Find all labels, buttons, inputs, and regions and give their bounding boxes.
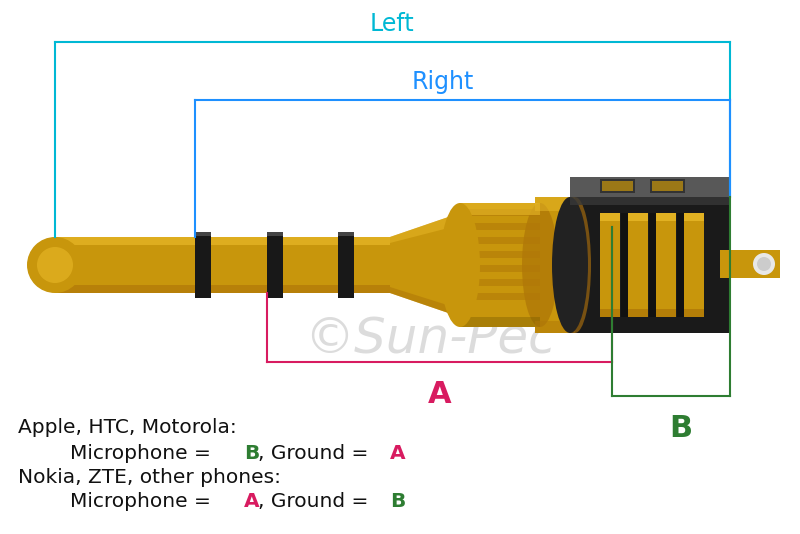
- Bar: [338, 232, 354, 298]
- Bar: [460, 237, 540, 244]
- Bar: [267, 232, 283, 236]
- Bar: [656, 309, 676, 317]
- Bar: [628, 309, 648, 317]
- Bar: [570, 177, 730, 197]
- Bar: [535, 197, 575, 211]
- Bar: [684, 213, 704, 221]
- Ellipse shape: [27, 237, 83, 293]
- Bar: [621, 213, 628, 317]
- Bar: [460, 265, 540, 272]
- Bar: [460, 223, 540, 230]
- Ellipse shape: [552, 197, 588, 333]
- Bar: [267, 232, 283, 298]
- Polygon shape: [390, 213, 460, 243]
- Text: B: B: [670, 414, 693, 443]
- Polygon shape: [390, 213, 460, 317]
- Text: Microphone =: Microphone =: [70, 444, 218, 463]
- Bar: [720, 250, 780, 278]
- Polygon shape: [390, 287, 460, 317]
- Bar: [649, 213, 656, 317]
- Bar: [570, 197, 730, 205]
- Bar: [570, 197, 730, 333]
- Bar: [677, 213, 684, 317]
- Bar: [460, 293, 540, 300]
- Ellipse shape: [753, 253, 775, 275]
- Ellipse shape: [440, 203, 480, 327]
- Bar: [460, 317, 540, 327]
- Text: Nokia, ZTE, other phones:: Nokia, ZTE, other phones:: [18, 468, 281, 487]
- Text: Right: Right: [411, 70, 474, 94]
- Bar: [55, 237, 390, 245]
- Bar: [460, 203, 540, 215]
- Text: Apple, HTC, Motorola:: Apple, HTC, Motorola:: [18, 418, 237, 437]
- Bar: [55, 237, 390, 293]
- Bar: [684, 309, 704, 317]
- Text: A: A: [428, 380, 451, 409]
- Bar: [650, 179, 685, 193]
- Bar: [628, 213, 648, 221]
- Text: B: B: [244, 444, 259, 463]
- Ellipse shape: [522, 203, 558, 327]
- Bar: [652, 181, 683, 191]
- Bar: [460, 209, 540, 216]
- Text: Microphone =: Microphone =: [70, 492, 218, 511]
- Bar: [628, 213, 648, 317]
- Bar: [602, 181, 633, 191]
- Text: A: A: [390, 444, 406, 463]
- Bar: [600, 213, 620, 221]
- Text: Left: Left: [370, 12, 415, 36]
- Bar: [338, 232, 354, 236]
- Bar: [684, 213, 704, 317]
- Bar: [600, 213, 620, 317]
- Bar: [600, 309, 620, 317]
- Bar: [195, 232, 211, 236]
- Bar: [535, 321, 575, 333]
- Text: A: A: [244, 492, 260, 511]
- Text: , Ground =: , Ground =: [258, 492, 374, 511]
- Bar: [195, 232, 211, 298]
- Bar: [535, 197, 575, 333]
- Ellipse shape: [757, 257, 771, 271]
- Bar: [460, 279, 540, 286]
- Bar: [460, 203, 540, 327]
- Text: , Ground =: , Ground =: [258, 444, 374, 463]
- Ellipse shape: [37, 247, 73, 283]
- Text: ©Sun-Pec: ©Sun-Pec: [304, 316, 556, 364]
- Bar: [55, 285, 390, 293]
- Bar: [460, 251, 540, 258]
- Text: B: B: [390, 492, 406, 511]
- Bar: [656, 213, 676, 317]
- Ellipse shape: [559, 197, 591, 333]
- Bar: [600, 179, 635, 193]
- Bar: [656, 213, 676, 221]
